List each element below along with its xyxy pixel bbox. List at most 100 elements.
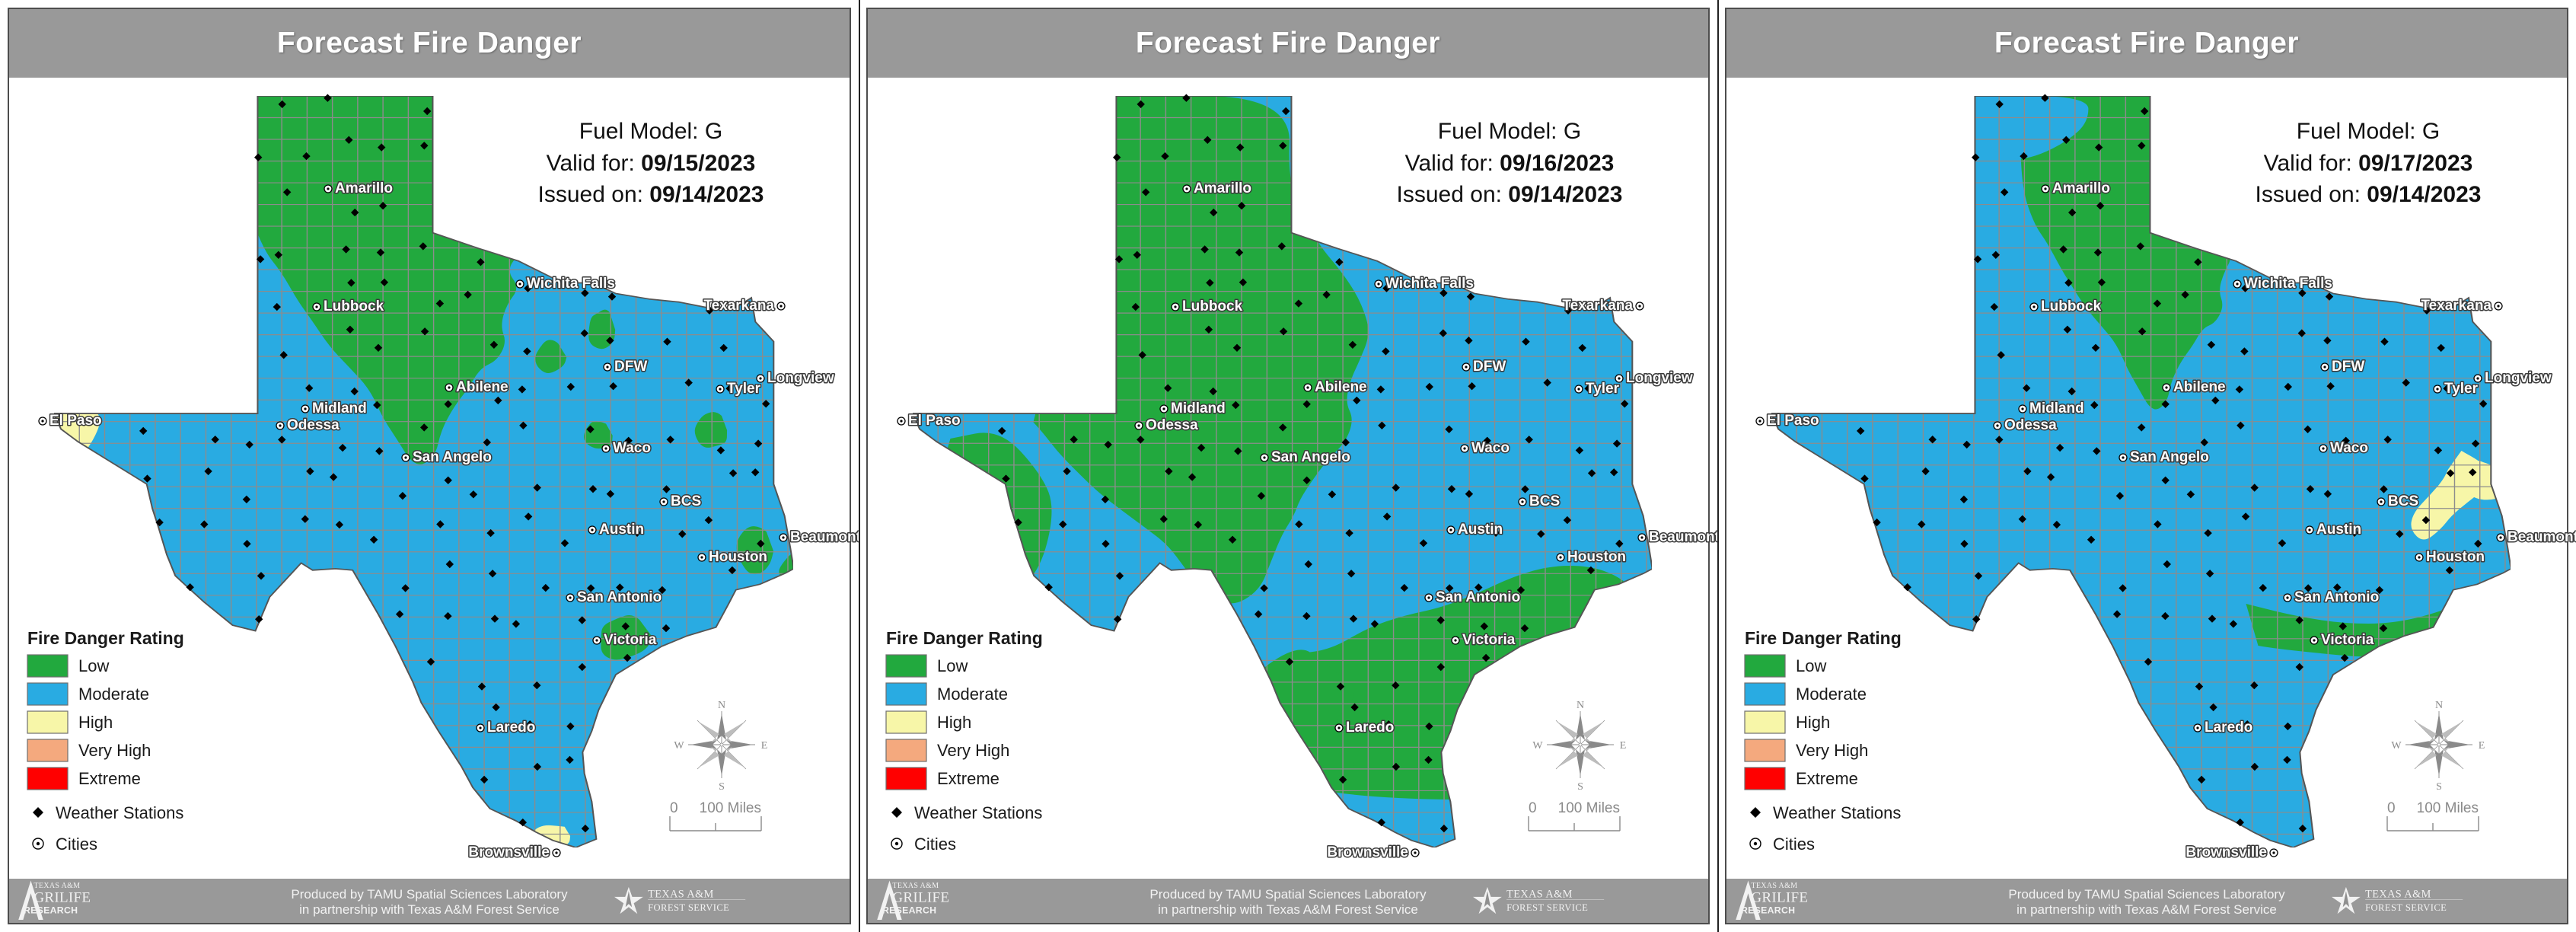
svg-text:Cities: Cities [914, 835, 956, 854]
svg-text:Beaumont: Beaumont [790, 529, 859, 545]
svg-text:San Antonio: San Antonio [1436, 589, 1520, 605]
svg-text:El Paso: El Paso [1767, 413, 1819, 429]
svg-text:Austin: Austin [1458, 522, 1503, 538]
svg-text:Wichita Falls: Wichita Falls [2244, 276, 2332, 292]
svg-text:San Angelo: San Angelo [2130, 449, 2209, 465]
svg-text:S: S [719, 781, 725, 793]
svg-text:100 Miles: 100 Miles [1558, 800, 1620, 816]
svg-text:Abilene: Abilene [456, 379, 509, 395]
svg-text:Texarkana: Texarkana [2421, 298, 2492, 314]
svg-text:Midland: Midland [1171, 401, 1226, 417]
svg-text:Extreme: Extreme [937, 769, 999, 788]
svg-text:DFW: DFW [1473, 359, 1506, 375]
svg-text:RESEARCH: RESEARCH [1741, 905, 1795, 916]
svg-text:Odessa: Odessa [2004, 417, 2057, 433]
svg-text:Very High: Very High [78, 741, 151, 760]
svg-text:Very High: Very High [1796, 741, 1868, 760]
svg-text:S: S [1577, 781, 1583, 793]
svg-text:Fire Danger Rating: Fire Danger Rating [27, 628, 184, 648]
svg-text:Issued on: 09/14/2023: Issued on: 09/14/2023 [1397, 182, 1623, 207]
svg-text:Longview: Longview [767, 370, 834, 386]
svg-text:Abilene: Abilene [1315, 379, 1367, 395]
svg-text:Texarkana: Texarkana [703, 298, 774, 314]
svg-text:RESEARCH: RESEARCH [24, 905, 78, 916]
svg-text:Victoria: Victoria [1462, 632, 1516, 648]
svg-text:FOREST SERVICE: FOREST SERVICE [648, 902, 729, 913]
svg-text:100 Miles: 100 Miles [700, 800, 761, 816]
svg-text:Weather Stations: Weather Stations [914, 803, 1042, 822]
svg-text:Tyler: Tyler [2444, 381, 2479, 397]
svg-text:Beaumont: Beaumont [1649, 529, 1717, 545]
svg-text:High: High [937, 713, 971, 732]
svg-text:Longview: Longview [2485, 370, 2552, 386]
svg-text:Fire Danger Rating: Fire Danger Rating [1745, 628, 1902, 648]
svg-text:Low: Low [937, 656, 968, 675]
svg-text:Produced by TAMU Spatial Scien: Produced by TAMU Spatial Sciences Labora… [2008, 887, 2285, 902]
svg-text:Weather Stations: Weather Stations [56, 803, 183, 822]
svg-text:San Angelo: San Angelo [413, 449, 492, 465]
svg-text:San Antonio: San Antonio [577, 589, 662, 605]
svg-text:N: N [718, 700, 725, 711]
svg-text:TEXAS A&M: TEXAS A&M [33, 882, 80, 890]
svg-text:Austin: Austin [599, 522, 644, 538]
svg-text:in partnership with Texas A&M: in partnership with Texas A&M Forest Ser… [299, 902, 560, 917]
svg-text:N: N [2435, 700, 2443, 711]
svg-text:San Antonio: San Antonio [2294, 589, 2379, 605]
svg-text:Waco: Waco [613, 440, 651, 456]
svg-text:High: High [1796, 713, 1830, 732]
svg-text:E: E [761, 740, 768, 752]
svg-text:Brownsville: Brownsville [2185, 844, 2267, 860]
svg-text:San Angelo: San Angelo [1271, 449, 1350, 465]
svg-text:W: W [674, 740, 684, 752]
svg-text:DFW: DFW [614, 359, 647, 375]
svg-text:GRILIFE: GRILIFE [892, 889, 949, 905]
svg-text:E: E [2479, 740, 2485, 752]
svg-text:Tyler: Tyler [1586, 381, 1620, 397]
svg-text:Amarillo: Amarillo [335, 180, 393, 196]
svg-text:0: 0 [670, 800, 678, 816]
svg-text:High: High [78, 713, 113, 732]
svg-text:El Paso: El Paso [908, 413, 961, 429]
svg-text:Texarkana: Texarkana [1562, 298, 1633, 314]
svg-text:S: S [2436, 781, 2442, 793]
svg-text:0: 0 [1529, 800, 1537, 816]
svg-text:Wichita Falls: Wichita Falls [1385, 276, 1474, 292]
svg-text:Victoria: Victoria [2321, 632, 2374, 648]
svg-text:DFW: DFW [2332, 359, 2364, 375]
svg-text:Valid for: 09/17/2023: Valid for: 09/17/2023 [2264, 151, 2473, 176]
svg-text:Wichita Falls: Wichita Falls [527, 276, 615, 292]
svg-text:Victoria: Victoria [604, 632, 657, 648]
svg-text:Waco: Waco [2330, 440, 2368, 456]
svg-text:Laredo: Laredo [1346, 720, 1394, 736]
svg-text:Midland: Midland [2029, 401, 2084, 417]
svg-text:GRILIFE: GRILIFE [1751, 889, 1808, 905]
svg-text:Odessa: Odessa [287, 417, 340, 433]
svg-text:Cities: Cities [1773, 835, 1815, 854]
svg-text:El Paso: El Paso [49, 413, 102, 429]
svg-text:in partnership with Texas A&M: in partnership with Texas A&M Forest Ser… [1158, 902, 1418, 917]
svg-text:Lubbock: Lubbock [2041, 298, 2102, 314]
svg-text:Moderate: Moderate [78, 685, 149, 704]
svg-text:BCS: BCS [671, 493, 701, 509]
svg-text:FOREST SERVICE: FOREST SERVICE [1506, 902, 1588, 913]
svg-text:0: 0 [2387, 800, 2396, 816]
svg-text:Abilene: Abilene [2173, 379, 2226, 395]
svg-text:W: W [2391, 740, 2402, 752]
svg-text:Produced by TAMU Spatial Scien: Produced by TAMU Spatial Sciences Labora… [291, 887, 568, 902]
svg-text:W: W [1532, 740, 1543, 752]
svg-text:Waco: Waco [1471, 440, 1510, 456]
svg-text:Lubbock: Lubbock [324, 298, 384, 314]
svg-text:Weather Stations: Weather Stations [1773, 803, 1901, 822]
svg-text:Tyler: Tyler [727, 381, 761, 397]
svg-text:Cities: Cities [56, 835, 97, 854]
svg-text:Laredo: Laredo [2205, 720, 2252, 736]
svg-text:N: N [1577, 700, 1584, 711]
svg-text:Houston: Houston [2426, 549, 2485, 565]
svg-text:Midland: Midland [312, 401, 367, 417]
svg-text:Issued on: 09/14/2023: Issued on: 09/14/2023 [2256, 182, 2482, 207]
svg-text:BCS: BCS [1529, 493, 1560, 509]
svg-text:Amarillo: Amarillo [2052, 180, 2110, 196]
svg-text:Laredo: Laredo [487, 720, 535, 736]
svg-text:TEXAS A&M: TEXAS A&M [1751, 882, 1797, 890]
svg-text:Fuel Model: G: Fuel Model: G [579, 119, 722, 144]
